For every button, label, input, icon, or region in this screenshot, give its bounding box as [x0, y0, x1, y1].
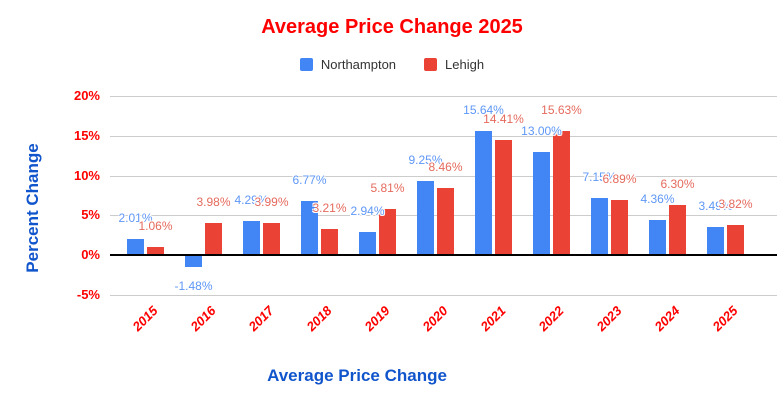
bar-northampton-2024[interactable]	[649, 220, 666, 255]
legend-label-lehigh: Lehigh	[445, 56, 485, 72]
data-label-lehigh-2022: 15.63%	[541, 102, 582, 117]
bar-northampton-2020[interactable]	[417, 181, 434, 255]
x-tick-2023: 2023	[593, 303, 625, 335]
x-tick-2022: 2022	[535, 303, 567, 335]
data-label-lehigh-2020: 8.46%	[428, 159, 463, 174]
bar-northampton-2019[interactable]	[359, 231, 376, 255]
data-label-northampton-2025: 3.49%	[698, 199, 733, 214]
gridline-15%	[110, 136, 777, 137]
bar-northampton-2022[interactable]	[533, 151, 550, 255]
x-tick-2018: 2018	[303, 303, 335, 335]
x-tick-2016: 2016	[187, 303, 219, 335]
data-label-lehigh-2019: 5.81%	[370, 180, 405, 195]
chart-title: Average Price Change 2025	[261, 16, 523, 38]
data-label-lehigh-2016: 3.98%	[196, 195, 231, 210]
y-tick-15%: 15%	[73, 128, 100, 143]
data-label-northampton-2015: 2.01%	[118, 211, 153, 226]
bar-lehigh-2018[interactable]	[321, 229, 338, 255]
data-label-northampton-2024: 4.36%	[640, 192, 675, 207]
bar-lehigh-2025[interactable]	[727, 224, 744, 255]
data-label-lehigh-2017: 3.99%	[254, 195, 289, 210]
data-label-northampton-2021: 15.64%	[463, 102, 504, 117]
y-tick-20%: 20%	[73, 88, 100, 103]
bar-northampton-2025[interactable]	[707, 227, 724, 255]
legend-label-northampton: Northampton	[320, 56, 397, 72]
data-label-northampton-2017: 4.29%	[234, 192, 269, 207]
data-label-northampton-2019: 2.94%	[350, 203, 385, 218]
x-tick-2020: 2020	[419, 303, 451, 335]
data-label-lehigh-2021: 14.41%	[483, 112, 524, 127]
y-tick-10%: 10%	[73, 168, 100, 183]
data-label-lehigh-2018: 3.21%	[312, 201, 347, 216]
x-tick-2019: 2019	[361, 303, 393, 335]
gridline-20%	[110, 96, 777, 97]
y-tick-0%: 0%	[81, 247, 100, 262]
y-tick--5%: -5%	[76, 287, 100, 302]
bar-lehigh-2023[interactable]	[611, 200, 628, 255]
legend-swatch-lehigh	[424, 57, 438, 71]
x-tick-2025: 2025	[709, 303, 741, 335]
x-tick-2017: 2017	[245, 303, 277, 335]
bar-lehigh-2019[interactable]	[379, 208, 396, 255]
legend-swatch-northampton	[299, 57, 313, 71]
data-label-northampton-2018: 6.77%	[292, 173, 327, 188]
bar-lehigh-2016[interactable]	[205, 223, 222, 255]
x-tick-2024: 2024	[651, 303, 683, 335]
data-label-lehigh-2024: 6.30%	[660, 176, 695, 191]
bar-northampton-2018[interactable]	[301, 201, 318, 255]
bar-northampton-2023[interactable]	[591, 198, 608, 255]
y-tick-5%: 5%	[81, 207, 100, 222]
bar-lehigh-2020[interactable]	[437, 187, 454, 255]
bar-lehigh-2021[interactable]	[495, 140, 512, 255]
x-axis-line	[110, 254, 777, 256]
bar-lehigh-2017[interactable]	[263, 223, 280, 255]
x-axis-title: Average Price Change	[267, 366, 447, 385]
data-label-northampton-2023: 7.15%	[582, 170, 617, 185]
bar-northampton-2021[interactable]	[475, 130, 492, 255]
data-label-northampton-2020: 9.25%	[408, 153, 443, 168]
legend-item-lehigh[interactable]: Lehigh	[424, 57, 484, 72]
data-label-lehigh-2025: 3.82%	[718, 196, 753, 211]
data-label-lehigh-2023: 6.89%	[602, 172, 637, 187]
bar-lehigh-2022[interactable]	[553, 130, 570, 255]
data-label-northampton-2016: -1.48%	[174, 278, 213, 293]
bar-lehigh-2024[interactable]	[669, 204, 686, 255]
bar-northampton-2016[interactable]	[185, 255, 202, 267]
legend: Northampton Lehigh	[0, 56, 784, 72]
x-tick-2021: 2021	[477, 303, 509, 335]
bar-lehigh-2015[interactable]	[147, 246, 164, 255]
x-tick-2015: 2015	[129, 303, 161, 335]
data-label-northampton-2022: 13.00%	[521, 123, 562, 138]
gridline--5%	[110, 295, 777, 296]
gridline-10%	[110, 176, 777, 177]
data-label-lehigh-2015: 1.06%	[138, 218, 173, 233]
bar-northampton-2017[interactable]	[243, 220, 260, 255]
legend-item-northampton[interactable]: Northampton	[299, 56, 397, 72]
bar-northampton-2015[interactable]	[127, 239, 144, 255]
